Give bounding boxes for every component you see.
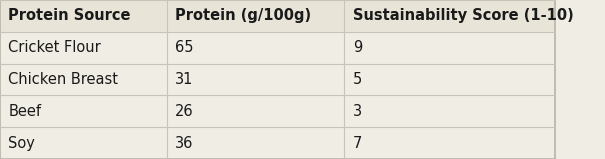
Text: 3: 3	[353, 104, 362, 119]
Text: 31: 31	[175, 72, 194, 87]
Bar	[0, 95, 555, 127]
Text: Beef: Beef	[8, 104, 41, 119]
Text: 26: 26	[175, 104, 194, 119]
Text: 65: 65	[175, 40, 194, 55]
Text: 7: 7	[353, 136, 362, 151]
Bar	[0, 64, 555, 95]
Bar	[0, 0, 555, 32]
Text: Soy: Soy	[8, 136, 35, 151]
Text: Cricket Flour: Cricket Flour	[8, 40, 101, 55]
Text: Sustainability Score (1-10): Sustainability Score (1-10)	[353, 8, 574, 23]
Bar	[0, 32, 555, 64]
Text: Chicken Breast: Chicken Breast	[8, 72, 119, 87]
Text: Protein Source: Protein Source	[8, 8, 131, 23]
Text: 9: 9	[353, 40, 362, 55]
Bar	[0, 127, 555, 159]
Text: 5: 5	[353, 72, 362, 87]
Text: Protein (g/100g): Protein (g/100g)	[175, 8, 311, 23]
Text: 36: 36	[175, 136, 194, 151]
